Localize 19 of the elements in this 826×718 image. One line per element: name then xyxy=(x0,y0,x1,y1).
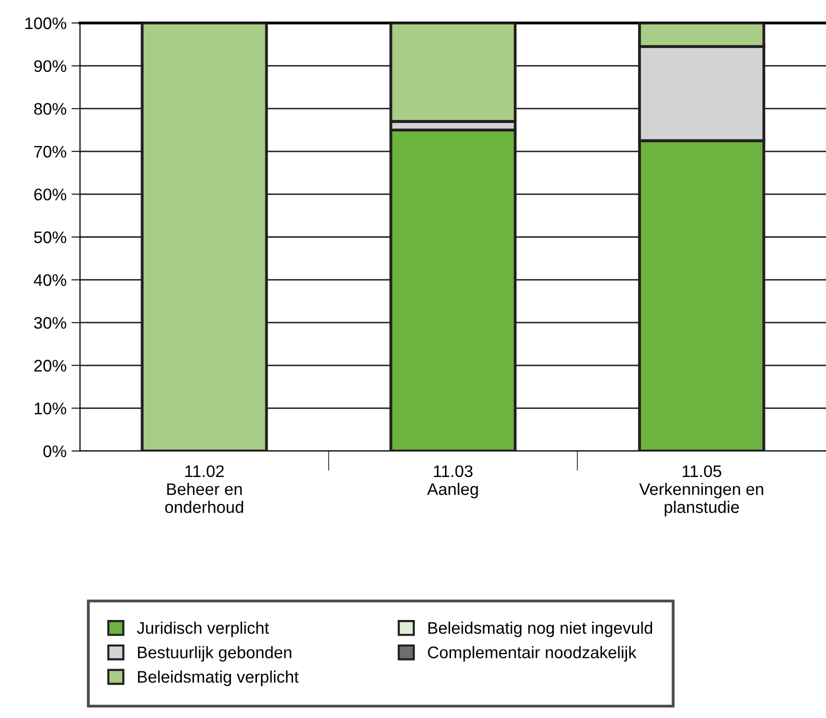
y-tick-label: 90% xyxy=(34,60,66,72)
y-tick-label: 20% xyxy=(34,360,66,372)
legend-label: Bestuurlijk gebonden xyxy=(138,646,292,662)
legend-label: Complementair noodzakelijk xyxy=(428,646,636,662)
y-tick-label: 0% xyxy=(43,445,66,458)
legend-label: Beleidsmatig verplicht xyxy=(138,670,299,686)
y-tick-label: 70% xyxy=(34,146,66,158)
y-tick-label: 10% xyxy=(34,402,66,414)
y-tick-label: 40% xyxy=(34,274,66,286)
y-tick-label: 100% xyxy=(25,17,66,30)
x-tick-label: 11.02 Beheer en onderhoud xyxy=(165,465,244,514)
y-tick-label: 60% xyxy=(34,188,66,200)
x-tick-label: 11.03 Aanleg xyxy=(427,465,478,498)
x-tick-label: 11.05 Verkenningen en planstudie xyxy=(639,465,764,516)
y-tick-label: 80% xyxy=(34,103,66,115)
legend-label: Beleidsmatig nog niet ingevuld xyxy=(428,622,652,638)
legend-label: Juridisch verplicht xyxy=(136,622,269,638)
y-tick-label: 30% xyxy=(34,317,66,329)
y-tick-label: 50% xyxy=(34,231,66,244)
